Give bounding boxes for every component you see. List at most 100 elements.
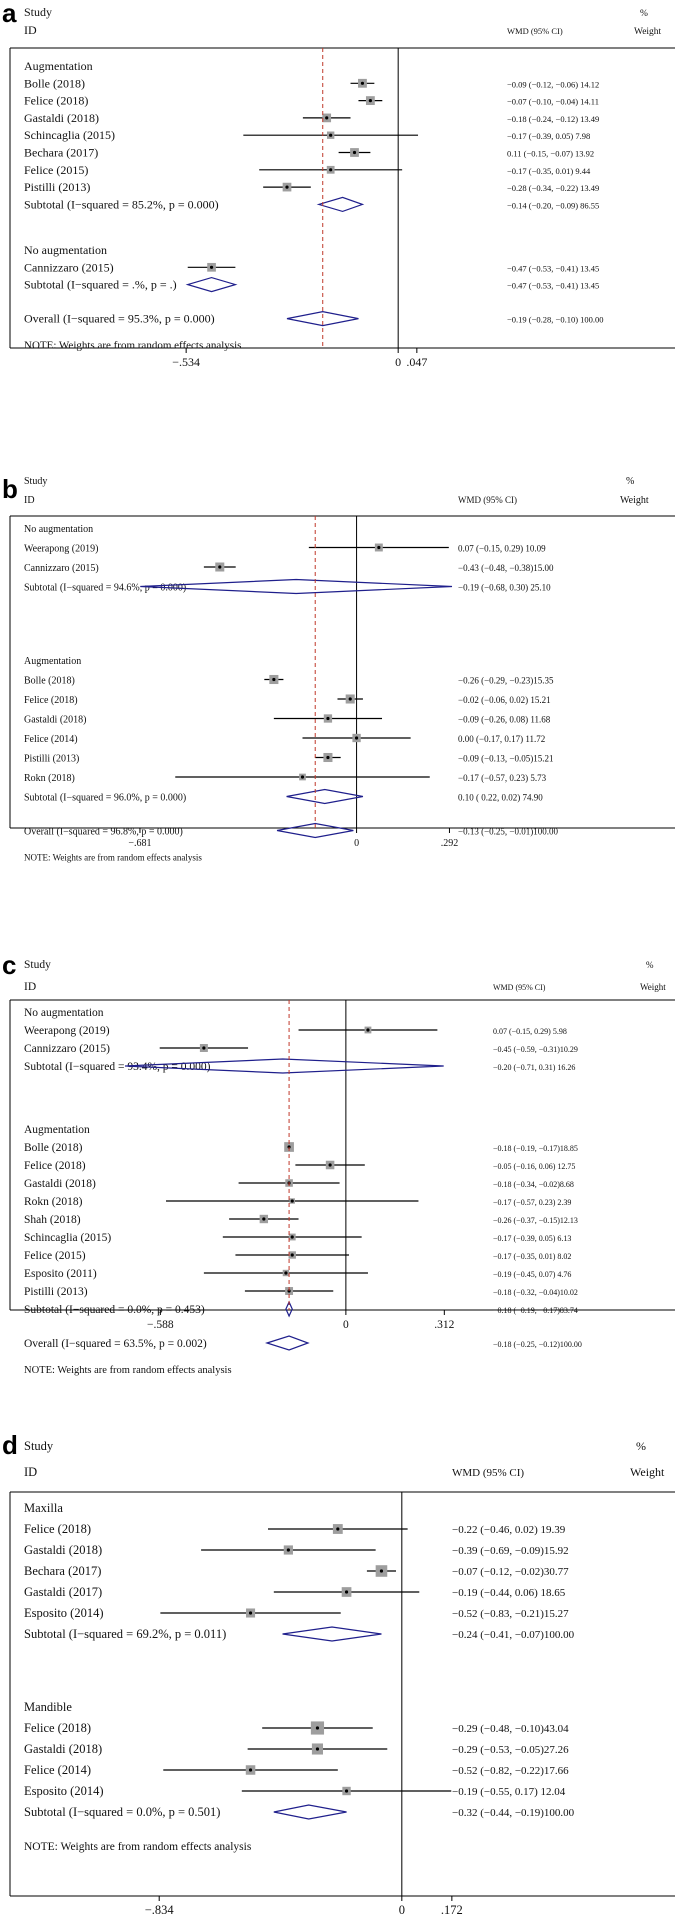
study-label: Shah (2018) (24, 1214, 81, 1226)
header-percent: % (636, 1439, 646, 1453)
study-point (209, 265, 214, 269)
study-stats: −0.17 (−0.57, 0.23) 2.39 (493, 1198, 571, 1207)
group-title: No augmentation (24, 524, 93, 535)
study-label: Felice (2018) (24, 1160, 86, 1172)
header-study: Study (24, 5, 52, 19)
group-title: No augmentation (24, 243, 107, 257)
study-point (218, 565, 222, 569)
study-point (329, 133, 333, 137)
x-tick-label: −.534 (172, 355, 200, 369)
study-stats: −0.17 (−0.35, 0.01) 9.44 (507, 166, 591, 176)
overall-stats: −0.18 (−0.25, −0.12)100.00 (493, 1340, 582, 1349)
subtotal-stats: −0.14 (−0.20, −0.09) 86.55 (507, 200, 599, 210)
study-point (336, 1527, 340, 1531)
study-point (248, 1768, 253, 1772)
study-point (286, 1548, 290, 1552)
subtotal-diamond (285, 1300, 293, 1318)
study-stats: −0.18 (−0.19, −0.17)18.85 (493, 1144, 578, 1153)
study-point (300, 775, 305, 779)
subtotal-label: Subtotal (I−squared = 94.6%, p = 0.000) (24, 583, 186, 594)
study-stats: −0.39 (−0.69, −0.09)15.92 (452, 1545, 569, 1557)
study-stats: 0.07 (−0.15, 0.29) 10.09 (458, 544, 546, 554)
x-tick-label: .312 (434, 1319, 454, 1331)
header-weight: Weight (630, 1465, 665, 1479)
x-tick-label: .292 (441, 838, 459, 849)
study-label: Esposito (2014) (24, 1606, 104, 1620)
overall-stats: −0.19 (−0.28, −0.10) 100.00 (507, 315, 604, 325)
x-tick-label: −.681 (128, 838, 151, 849)
subtotal-stats: −0.18 (−0.19, −0.17)83.74 (493, 1306, 578, 1315)
subtotal-label: Subtotal (I−squared = 85.2%, p = 0.000) (24, 197, 219, 211)
header-percent: % (626, 476, 634, 487)
header-study: Study (24, 959, 51, 971)
study-label: Schincaglia (2015) (24, 1232, 111, 1244)
header-id: ID (24, 495, 35, 506)
subtotal-diamond (124, 1058, 444, 1074)
study-point (284, 1271, 288, 1275)
study-label: Gastaldi (2018) (24, 1742, 102, 1756)
panel-label: d (2, 1430, 18, 1460)
study-stats: −0.17 (−0.57, 0.23) 5.73 (458, 773, 547, 783)
study-point (326, 755, 330, 760)
study-stats: −0.17 (−0.39, 0.05) 6.13 (493, 1234, 571, 1243)
group-title: No augmentation (24, 1007, 104, 1019)
study-point (366, 1028, 370, 1032)
subtotal-label: Subtotal (I−squared = .%, p = .) (24, 278, 177, 292)
study-label: Rokn (2018) (24, 1196, 83, 1208)
study-point (360, 81, 365, 85)
study-label: Gastaldi (2018) (24, 111, 99, 125)
study-stats: −0.18 (−0.34, −0.02)8.68 (493, 1180, 574, 1189)
x-tick-label: −.588 (147, 1319, 174, 1331)
study-point (368, 99, 372, 103)
header-wmd: WMD (95% CI) (493, 983, 546, 992)
study-stats: 0.00 (−0.17, 0.17) 11.72 (458, 734, 545, 744)
subtotal-label: Subtotal (I−squared = 96.0%, p = 0.000) (24, 793, 186, 804)
study-point (325, 116, 329, 120)
header-wmd: WMD (95% CI) (507, 26, 563, 36)
group-title: Augmentation (24, 1124, 90, 1136)
study-stats: −0.26 (−0.37, −0.15)12.13 (493, 1216, 578, 1225)
study-stats: −0.18 (−0.32, −0.04)10.02 (493, 1288, 578, 1297)
study-stats: −0.22 (−0.46, 0.02) 19.39 (452, 1524, 566, 1536)
study-label: Rokn (2018) (24, 773, 75, 784)
study-stats: −0.07 (−0.12, −0.02)30.77 (452, 1566, 569, 1578)
subtotal-stats: −0.32 (−0.44, −0.19)100.00 (452, 1807, 575, 1819)
study-point (315, 1747, 320, 1751)
subtotal-stats: −0.20 (−0.71, 0.31) 16.26 (493, 1063, 575, 1072)
overall-stats: −0.13 (−0.25, −0.01)100.00 (458, 827, 558, 837)
study-label: Gastaldi (2018) (24, 1543, 102, 1557)
forest-panel-b: b Study ID WMD (95% CI)% Weight −.681 0 .292 No … (2, 474, 675, 863)
study-label: Felice (2018) (24, 1522, 91, 1536)
study-label: Pistilli (2013) (24, 1286, 88, 1298)
study-stats: −0.09 (−0.12, −0.06) 14.12 (507, 79, 599, 89)
study-point (348, 697, 352, 701)
study-stats: −0.17 (−0.39, 0.05) 7.98 (507, 131, 590, 141)
header-weight: Weight (640, 982, 666, 992)
group-title: Mandible (24, 1700, 72, 1714)
header-id: ID (24, 23, 37, 37)
study-label: Felice (2014) (24, 734, 78, 745)
study-stats: 0.07 (−0.15, 0.29) 5.98 (493, 1027, 567, 1036)
x-tick-label: .047 (406, 355, 427, 369)
study-label: Schincaglia (2015) (24, 128, 115, 142)
subtotal-diamond (286, 788, 364, 805)
x-tick-label: −.834 (145, 1903, 175, 1917)
header-percent: % (646, 960, 654, 970)
subtotal-label: Subtotal (I−squared = 93.4%, p = 0.000) (24, 1061, 211, 1073)
study-point (262, 1217, 266, 1221)
study-label: Felice (2018) (24, 1721, 91, 1735)
weights-note: NOTE: Weights are from random effects an… (24, 1841, 252, 1853)
study-stats: −0.29 (−0.53, −0.05)27.26 (452, 1744, 569, 1756)
study-label: Pistilli (2013) (24, 754, 79, 765)
forest-panel-d: d Study ID WMD (95% CI)% Weight −.834 0 .172 Max… (2, 1430, 675, 1917)
study-label: Cannizzaro (2015) (24, 1043, 110, 1055)
study-point (202, 1046, 206, 1050)
study-point (272, 677, 276, 682)
subtotal-stats: −0.19 (−0.68, 0.30) 25.10 (458, 583, 551, 593)
study-point (326, 716, 330, 721)
panel-label: a (2, 0, 17, 28)
header-study: Study (24, 476, 47, 487)
study-point (352, 150, 357, 155)
study-label: Felice (2018) (24, 94, 88, 108)
subtotal-label: Subtotal (I−squared = 0.0%, p = 0.501) (24, 1805, 220, 1819)
